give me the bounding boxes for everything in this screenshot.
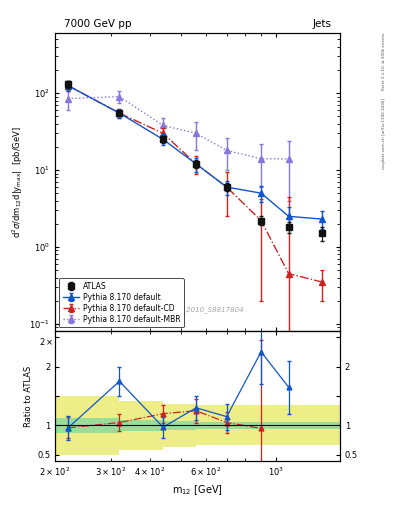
X-axis label: m$_{12}$ [GeV]: m$_{12}$ [GeV] xyxy=(172,484,223,498)
Y-axis label: d$^2\sigma$/dm$_{12}$d|y$_{\rm max}$|  [pb/GeV]: d$^2\sigma$/dm$_{12}$d|y$_{\rm max}$| [p… xyxy=(11,126,25,238)
Text: Rivet 3.1.10, ≥ 300k events: Rivet 3.1.10, ≥ 300k events xyxy=(382,33,386,90)
Text: 7000 GeV pp: 7000 GeV pp xyxy=(64,19,131,29)
Text: mcplots.cern.ch [arXiv:1306.3436]: mcplots.cern.ch [arXiv:1306.3436] xyxy=(382,98,386,168)
Legend: ATLAS, Pythia 8.170 default, Pythia 8.170 default-CD, Pythia 8.170 default-MBR: ATLAS, Pythia 8.170 default, Pythia 8.17… xyxy=(59,278,184,328)
Y-axis label: Ratio to ATLAS: Ratio to ATLAS xyxy=(24,366,33,426)
Text: Jets: Jets xyxy=(312,19,331,29)
Text: ATLAS_2010_S8817804: ATLAS_2010_S8817804 xyxy=(162,307,244,313)
